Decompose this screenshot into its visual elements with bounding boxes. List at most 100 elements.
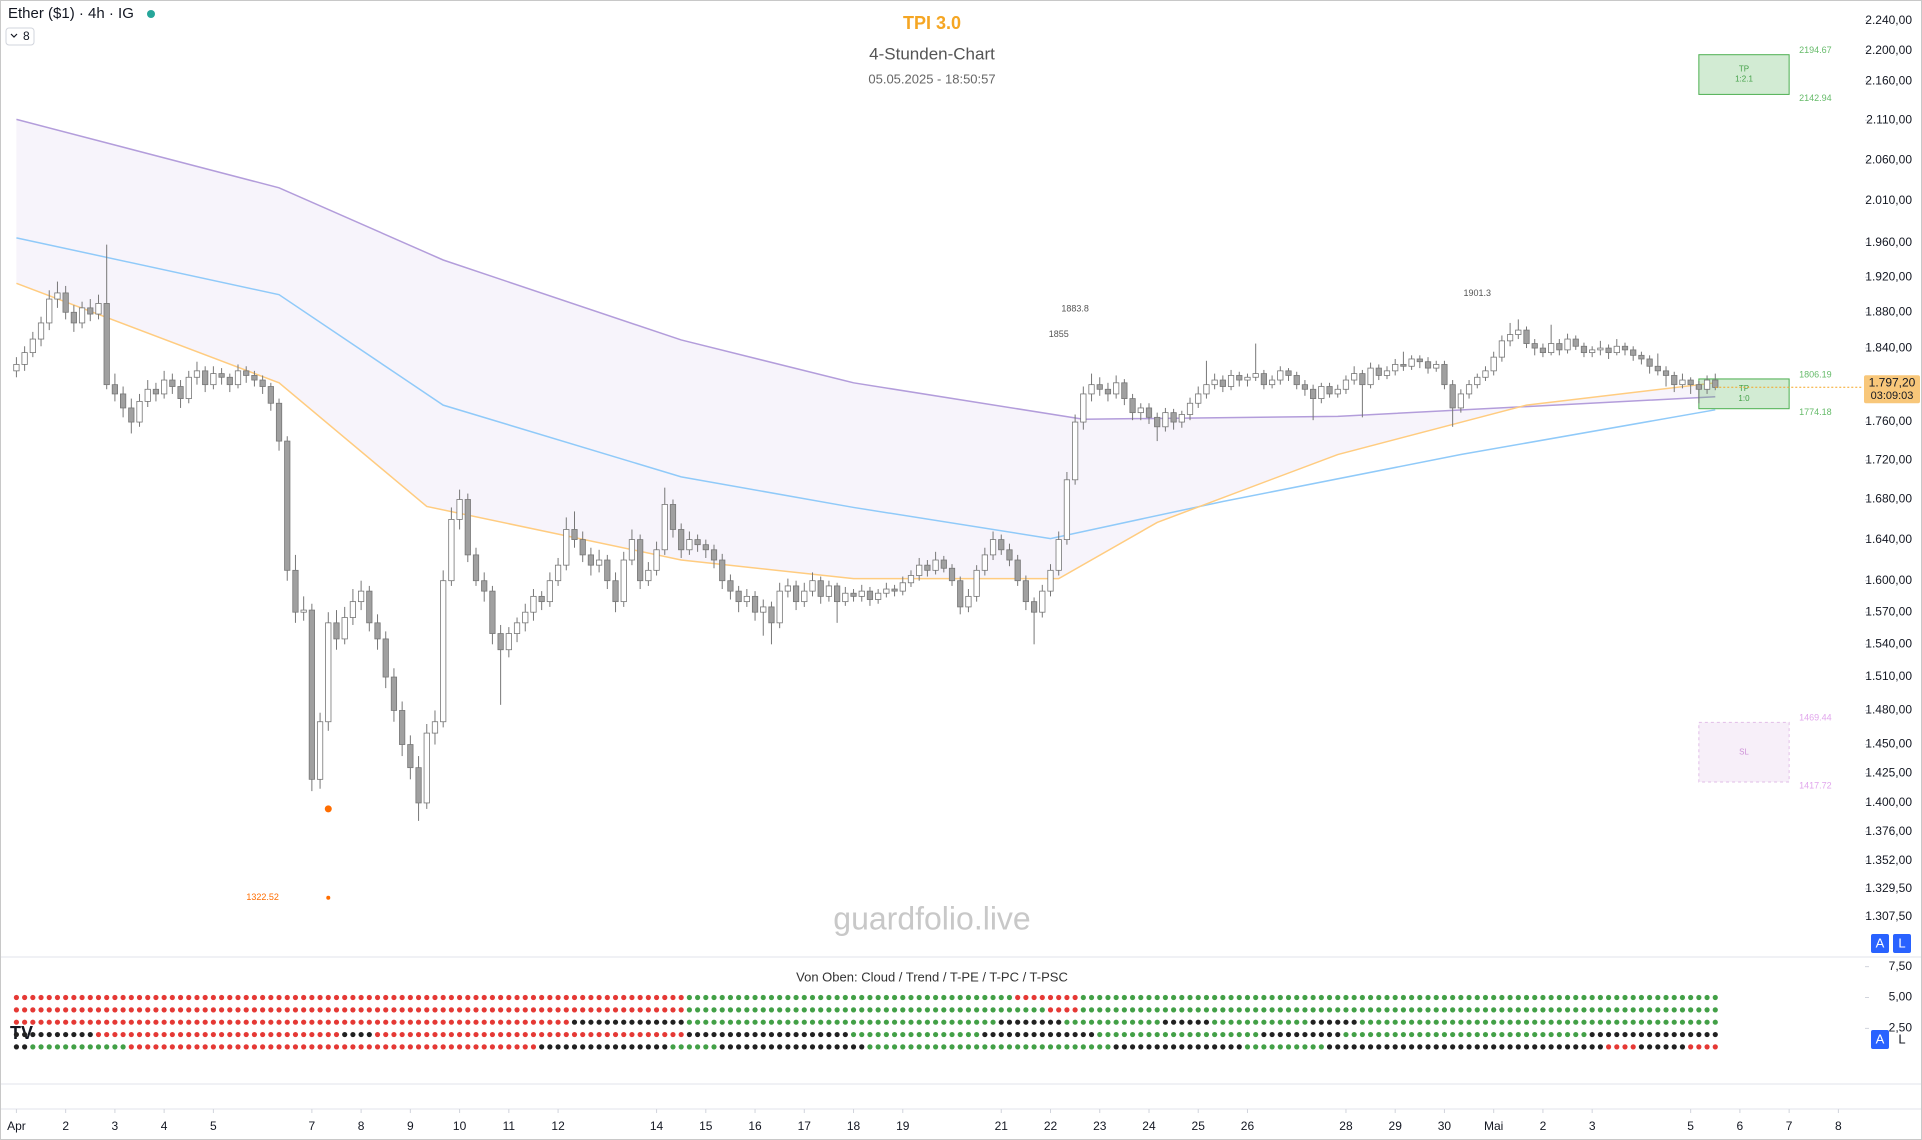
candle-body: [316, 721, 324, 780]
button[interactable]: [1871, 1030, 1889, 1049]
candle-body: [596, 559, 603, 566]
state-dot: [251, 1007, 258, 1013]
x-tick-label: 14: [650, 1119, 664, 1133]
state-dot: [1704, 1044, 1710, 1050]
state-dot: [1294, 1044, 1300, 1050]
state-dot: [1023, 1007, 1029, 1013]
button[interactable]: [1893, 934, 1911, 953]
state-dot: [13, 1044, 20, 1050]
state-dot: [867, 1007, 873, 1013]
state-dot: [177, 1007, 184, 1013]
zone-price: 1774.18: [1799, 407, 1832, 417]
candle-body: [1227, 375, 1235, 387]
state-dot: [1335, 1044, 1341, 1050]
state-dot: [227, 1044, 233, 1050]
state-dot: [1556, 1044, 1562, 1050]
state-dot: [177, 1031, 184, 1038]
state-dot: [875, 1031, 881, 1038]
state-dot: [1359, 994, 1365, 1001]
state-dot: [506, 1019, 512, 1025]
state-dot: [1581, 1019, 1587, 1025]
state-dot: [1367, 1007, 1374, 1013]
state-dot: [424, 1031, 430, 1038]
chart-subtitle: 4-Stunden-Chart: [869, 44, 995, 63]
state-dot: [588, 1019, 594, 1025]
state-dot: [1335, 1031, 1341, 1038]
candle-body: [645, 569, 652, 582]
state-dot: [448, 1007, 454, 1013]
state-dot: [1113, 1019, 1119, 1025]
state-dot: [875, 1007, 881, 1013]
state-dot: [875, 994, 881, 1001]
candle-body: [957, 580, 964, 608]
state-dot: [736, 994, 742, 1001]
candle-body: [899, 582, 906, 592]
candle-body: [21, 352, 28, 365]
state-dot: [957, 1044, 963, 1050]
state-dot: [998, 1044, 1004, 1050]
state-dot: [276, 1019, 282, 1025]
candle-body: [1605, 347, 1612, 354]
candle-body: [875, 592, 882, 600]
state-dot: [415, 1044, 422, 1050]
state-dot: [670, 994, 676, 1001]
state-dot: [571, 994, 578, 1001]
state-dot: [900, 994, 906, 1001]
state-dot: [1696, 1007, 1702, 1013]
candle-body: [1621, 345, 1629, 351]
state-dot: [1696, 1044, 1702, 1050]
candle-body: [1145, 407, 1153, 418]
state-dot: [169, 1007, 175, 1013]
state-dot: [1154, 994, 1160, 1001]
state-dot: [374, 1007, 381, 1013]
candle-body: [1392, 364, 1399, 372]
state-dot: [456, 1031, 463, 1038]
chevron-icon: [10, 33, 18, 38]
candle-body: [1268, 379, 1276, 386]
state-dot: [251, 994, 258, 1001]
state-dot: [1146, 1031, 1152, 1038]
state-dot: [1647, 1007, 1653, 1013]
state-dot: [719, 1044, 725, 1050]
state-dot: [473, 1031, 479, 1038]
button-label[interactable]: L: [1898, 1031, 1905, 1046]
state-dot: [604, 1007, 610, 1013]
state-dot: [145, 1031, 151, 1038]
indicator-toggle[interactable]: [5, 27, 35, 46]
state-dot: [916, 1031, 922, 1038]
candle-body: [768, 606, 775, 624]
state-dot: [1532, 1019, 1538, 1025]
state-dot: [415, 994, 422, 1001]
state-dot: [1359, 1019, 1365, 1025]
state-dot: [514, 1044, 520, 1050]
candle-body: [948, 567, 956, 582]
state-dot: [1244, 1019, 1251, 1025]
state-dot: [1129, 1031, 1136, 1038]
state-dot: [1605, 1044, 1612, 1050]
state-dot: [1417, 1019, 1423, 1025]
state-dot: [1294, 994, 1300, 1001]
state-dot: [719, 1031, 725, 1038]
state-dot: [850, 1007, 857, 1013]
candle-body: [46, 298, 53, 324]
candle-body: [1088, 384, 1095, 395]
button-label: A: [1876, 1031, 1885, 1046]
state-dot: [276, 1031, 282, 1038]
candle-body: [325, 622, 332, 723]
button[interactable]: [1871, 934, 1889, 953]
state-dot: [1400, 1044, 1407, 1050]
candle-body: [1613, 345, 1620, 354]
candle-body: [185, 376, 192, 399]
state-dot: [87, 1007, 93, 1013]
state-dot: [1129, 994, 1136, 1001]
state-dot: [768, 994, 775, 1001]
x-tick-label: 17: [798, 1119, 812, 1133]
state-dot: [391, 1031, 397, 1038]
state-dot: [653, 1044, 660, 1050]
state-dot: [1540, 994, 1546, 1001]
y-tick-label: 1.680,00: [1865, 492, 1912, 506]
candle-body: [1400, 364, 1407, 367]
candle-body: [735, 590, 742, 603]
state-dot: [1006, 994, 1013, 1001]
state-dot: [891, 1007, 898, 1013]
